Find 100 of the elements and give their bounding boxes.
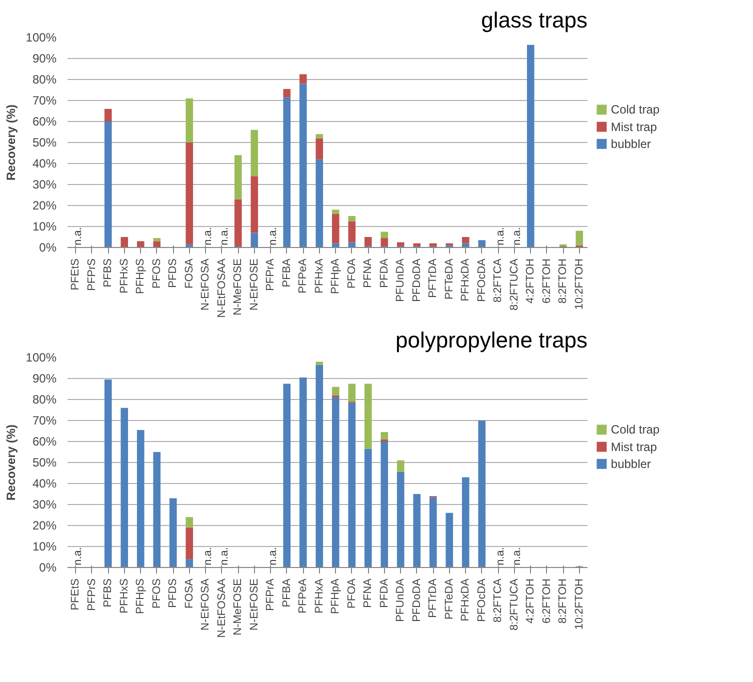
x-tick-label: PFPrA: [264, 258, 277, 291]
x-tick-label: FOSA: [183, 578, 196, 608]
y-tick-label: 100%: [26, 350, 57, 364]
annotation: n.a.: [218, 227, 230, 246]
y-tick-label: 50%: [32, 136, 57, 150]
legend-label: Cold trap: [610, 422, 660, 437]
x-tick-label: PFPeA: [297, 578, 310, 614]
x-tick-label: 4:2FTOH: [524, 258, 537, 304]
x-tick-label: PFBS: [102, 258, 114, 288]
annotation: n.a.: [494, 547, 507, 566]
y-axis-title: Recovery (%): [4, 424, 18, 501]
y-tick-label: 20%: [32, 518, 57, 532]
x-tick-label: PFPrS: [86, 578, 98, 611]
x-tick-label: 8:2FTOH: [557, 258, 570, 304]
x-tick-label: PFHxS: [118, 258, 130, 294]
x-tick-label: N-EtFOSAA: [216, 578, 228, 638]
x-tick-label: N-EtFOSA: [200, 258, 212, 310]
x-tick-label: PFUnDA: [394, 578, 407, 622]
x-tick-label: 8:2FTCA: [492, 258, 504, 303]
x-tick-label: PFDoDA: [410, 258, 423, 302]
x-tick-label: N-EtFOSA: [200, 578, 212, 630]
y-tick-label: 50%: [32, 456, 57, 470]
y-tick-label: 0%: [39, 240, 57, 254]
x-tick-label: PFPrA: [264, 578, 277, 611]
x-tick-label: PFOA: [346, 578, 358, 608]
x-tick-label: PFTrDA: [427, 578, 440, 618]
annotation: n.a.: [510, 227, 523, 246]
y-tick-label: 70%: [32, 414, 57, 428]
x-tick-label: 10:2FTOH: [573, 258, 586, 310]
y-tick-label: 90%: [32, 52, 57, 66]
annotation: n.a.: [202, 227, 214, 246]
x-tick-label: PFHpA: [330, 578, 342, 614]
x-tick-label: PFPrS: [86, 258, 98, 291]
x-tick-label: 6:2FTOH: [540, 258, 553, 304]
x-tick-label: PFTrDA: [427, 258, 440, 298]
x-tick-label: PFHpS: [134, 258, 147, 294]
x-tick-label: PFTeDA: [443, 578, 456, 620]
x-tick-label: PFDS: [167, 578, 180, 608]
x-tick-label: PFEtS: [70, 258, 82, 290]
x-tick-label: 8:2FTUCA: [508, 258, 520, 310]
x-tick-label: PFDoDA: [410, 578, 423, 622]
annotation: n.a.: [218, 547, 230, 566]
x-tick-label: PFBA: [280, 258, 293, 288]
y-tick-label: 60%: [32, 114, 57, 128]
y-tick-label: 10%: [32, 540, 57, 554]
annotation: n.a.: [510, 547, 523, 566]
x-tick-label: 8:2FTOH: [557, 578, 570, 624]
x-tick-label: PFHxA: [313, 578, 326, 614]
legend-label: bubbler: [610, 456, 651, 471]
x-tick-label: PFOS: [150, 258, 163, 288]
x-tick-label: PFPeA: [297, 258, 310, 294]
x-tick-label: N-EtFOSE: [248, 578, 260, 630]
x-tick-label: 8:2FTUCA: [508, 578, 520, 630]
x-tick-label: PFHpS: [134, 578, 147, 614]
x-tick-label: PFDA: [378, 258, 390, 288]
y-tick-label: 70%: [32, 94, 57, 108]
y-tick-label: 80%: [32, 392, 57, 406]
x-tick-label: PFHxA: [313, 258, 326, 294]
legend-label: Mist trap: [610, 120, 658, 134]
y-axis-title: Recovery (%): [4, 104, 18, 181]
x-tick-label: PFNA: [362, 258, 374, 288]
x-tick-label: N-EtFOSAA: [216, 258, 228, 318]
y-tick-label: 60%: [32, 434, 57, 448]
y-tick-label: 30%: [32, 498, 57, 512]
x-tick-label: PFHxDA: [460, 258, 472, 302]
x-tick-label: PFDA: [378, 578, 390, 608]
x-tick-label: PFOcDA: [476, 578, 488, 622]
x-tick-label: FOSA: [183, 258, 196, 288]
y-tick-label: 30%: [32, 178, 57, 192]
legend-label: Cold trap: [610, 102, 660, 117]
y-tick-label: 80%: [32, 72, 57, 86]
x-tick-label: PFOS: [150, 578, 163, 608]
y-tick-label: 10%: [32, 220, 57, 234]
x-tick-label: PFHxDA: [460, 578, 472, 622]
annotation: n.a.: [267, 547, 280, 566]
y-tick-label: 90%: [32, 372, 57, 386]
y-tick-label: 20%: [32, 198, 57, 212]
chart-title: glass traps: [481, 8, 588, 32]
x-tick-label: PFTeDA: [443, 258, 456, 300]
x-tick-label: 10:2FTOH: [573, 578, 586, 630]
chart-title: polypropylene traps: [395, 328, 588, 352]
annotation: n.a.: [267, 227, 280, 246]
x-tick-label: N-MeFOSE: [232, 258, 244, 316]
y-tick-label: 100%: [26, 30, 57, 44]
x-tick-label: PFNA: [362, 578, 374, 608]
x-tick-label: PFBS: [102, 578, 114, 608]
y-tick-label: 40%: [32, 476, 57, 490]
annotation: n.a.: [72, 227, 84, 246]
x-tick-label: 6:2FTOH: [540, 578, 553, 624]
annotation: n.a.: [494, 227, 507, 246]
legend-label: bubbler: [610, 136, 651, 151]
x-tick-label: PFOA: [346, 258, 358, 288]
annotation: n.a.: [202, 547, 214, 566]
x-tick-label: N-EtFOSE: [248, 258, 260, 310]
x-tick-label: 4:2FTOH: [524, 578, 537, 624]
y-tick-label: 0%: [39, 560, 57, 574]
x-tick-label: PFOcDA: [476, 258, 488, 302]
annotation: n.a.: [72, 547, 84, 566]
y-tick-label: 40%: [32, 156, 57, 170]
x-tick-label: N-MeFOSE: [232, 578, 244, 636]
